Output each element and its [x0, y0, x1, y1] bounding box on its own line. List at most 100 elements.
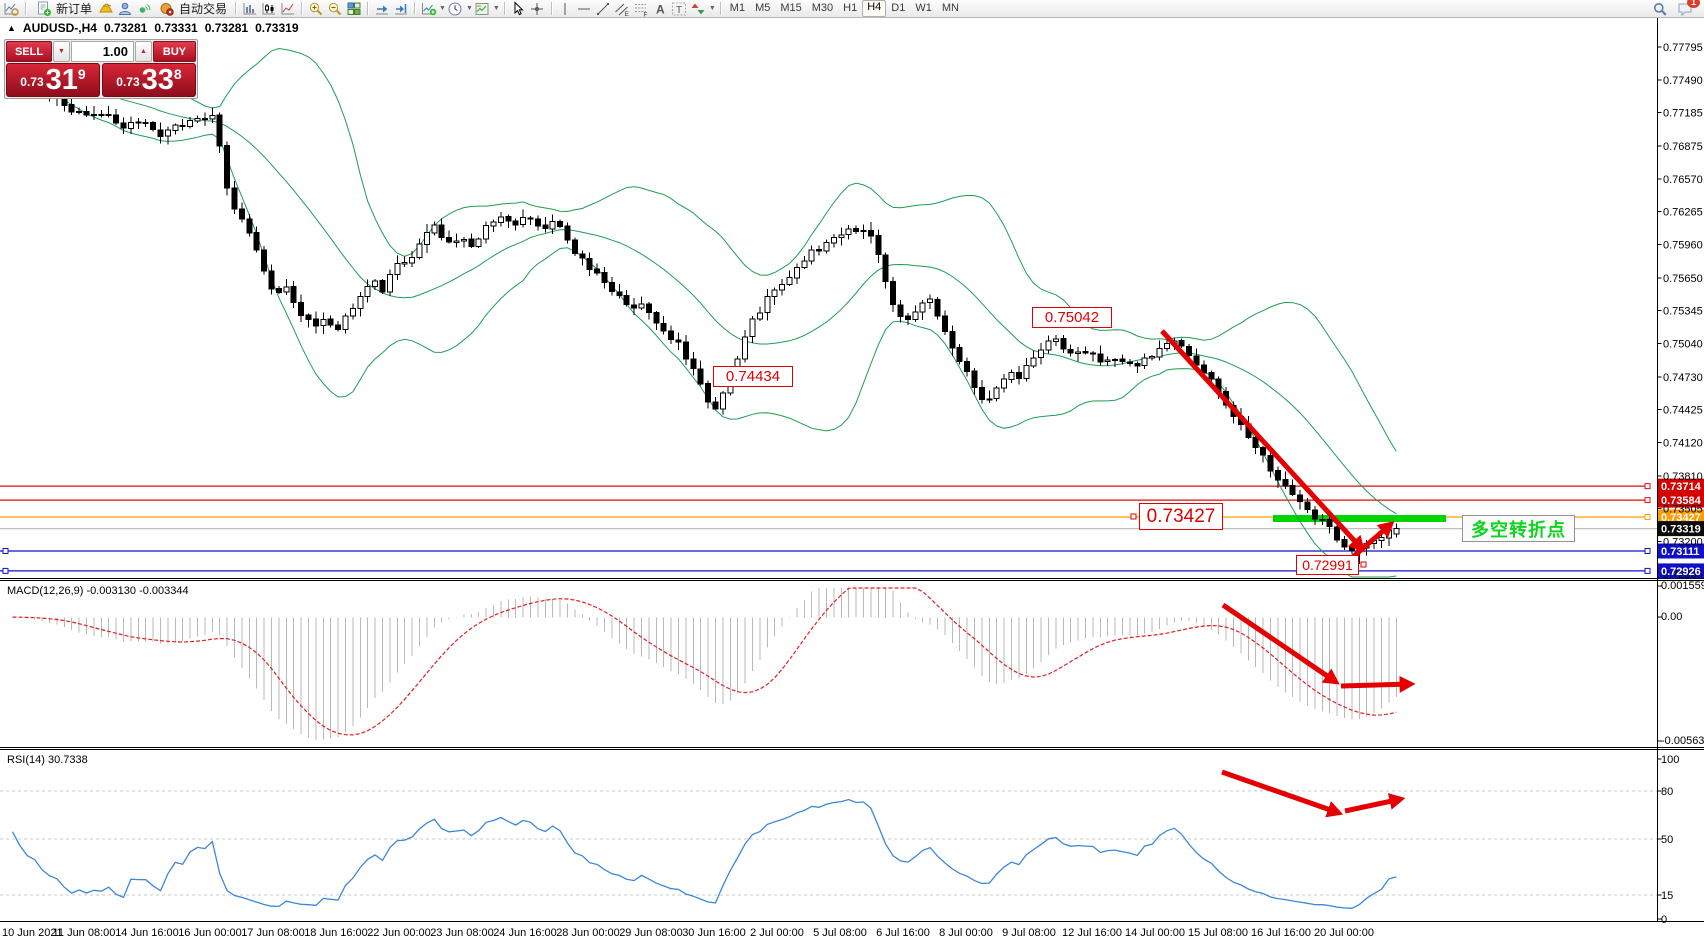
chart-shift-icon[interactable] [391, 0, 410, 17]
crosshair-icon[interactable] [528, 0, 547, 17]
line-handle[interactable] [1644, 513, 1651, 520]
sell-price-display[interactable]: 0.73 31 9 [6, 63, 100, 97]
trend-arrow-1[interactable] [1160, 329, 1366, 553]
autotrade-button[interactable]: 自动交易 [153, 0, 231, 17]
timeframe-d1[interactable]: D1 [891, 2, 906, 14]
line-handle[interactable] [1644, 483, 1651, 490]
line-chart-icon[interactable] [278, 0, 297, 17]
macd-label: MACD(12,26,9) -0.003130 -0.003344 [7, 585, 189, 597]
signal-icon[interactable] [134, 0, 153, 17]
volume-increase-button[interactable]: ▲ [135, 41, 152, 62]
svg-text:9 Jul 08:00: 9 Jul 08:00 [1002, 927, 1056, 939]
line-handle[interactable] [1644, 547, 1651, 554]
toolbar-right: 1 [1650, 0, 1702, 17]
zoom-out-icon[interactable] [325, 0, 344, 17]
candlestick-chart-icon[interactable] [259, 0, 278, 17]
arrows-icon[interactable] [689, 0, 708, 17]
periods-icon-dropdown-arrow[interactable]: ▼ [465, 5, 473, 12]
text-label-icon[interactable]: T [670, 0, 689, 17]
search-icon[interactable] [1650, 0, 1669, 17]
cursor-icon[interactable] [509, 0, 528, 17]
chat-icon[interactable]: 1 [1675, 0, 1700, 17]
templates-icon-dropdown-arrow[interactable]: ▼ [492, 5, 500, 12]
candlestick-series[interactable] [9, 72, 1400, 564]
chart-edit-icon[interactable] [2, 0, 21, 17]
line-handle[interactable] [1644, 497, 1651, 504]
auto-scroll-icon[interactable] [372, 0, 391, 17]
timeframe-m15[interactable]: M15 [780, 2, 802, 14]
volume-decrease-button[interactable]: ▼ [53, 41, 70, 62]
buy-price-pip: 8 [173, 66, 182, 82]
bear-candles [9, 78, 1355, 551]
price-label-075042[interactable]: 0.75042 [1032, 307, 1112, 328]
trendline-icon[interactable] [594, 0, 613, 17]
autotrade-button-label: 自动交易 [179, 2, 228, 16]
trend-arrow-4[interactable] [1340, 675, 1416, 693]
timeframe-m30[interactable]: M30 [811, 2, 834, 14]
svg-text:17 Jun 08:00: 17 Jun 08:00 [241, 927, 305, 939]
equidistant-channel-icon[interactable]: E [613, 0, 632, 17]
timeframe-m5[interactable]: M5 [755, 2, 771, 14]
timeframe-h4[interactable]: H4 [862, 0, 887, 17]
bar-chart-icon[interactable] [240, 0, 259, 17]
fibonacci-icon[interactable]: F [632, 0, 651, 17]
svg-text:0.72895: 0.72895 [1663, 569, 1703, 581]
bollinger-upper [12, 47, 1397, 452]
svg-text:0.77185: 0.77185 [1663, 108, 1703, 120]
new-order-button[interactable]: 新订单 [30, 0, 96, 17]
buy-button[interactable]: BUY [153, 41, 196, 62]
text-icon[interactable]: A [651, 0, 670, 17]
svg-text:16 Jun 00:00: 16 Jun 00:00 [178, 927, 242, 939]
timeframe-mn[interactable]: MN [941, 2, 959, 14]
svg-text:16 Jul 16:00: 16 Jul 16:00 [1251, 927, 1311, 939]
indicators-icon-dropdown-arrow[interactable]: ▼ [439, 5, 446, 12]
price-badge-0.73714 [1658, 478, 1704, 494]
label-anchor [1360, 561, 1367, 568]
line-handle[interactable] [1644, 567, 1651, 574]
zoom-in-icon[interactable] [306, 0, 325, 17]
svg-text:0.73319: 0.73319 [1661, 524, 1701, 536]
timeframe-w1[interactable]: W1 [915, 2, 932, 14]
collapse-arrow-icon[interactable]: ▲ [7, 23, 16, 33]
price-label-072991[interactable]: 0.72991 [1296, 555, 1359, 575]
svg-text:50: 50 [1661, 834, 1673, 846]
svg-text:12 Jul 16:00: 12 Jul 16:00 [1062, 927, 1122, 939]
trend-arrow-6[interactable] [1344, 793, 1406, 814]
trend-arrow-3[interactable] [1221, 602, 1340, 685]
quote-close: 0.73319 [255, 21, 299, 35]
rsi-label: RSI(14) 30.7338 [7, 754, 88, 766]
timeframe-m1[interactable]: M1 [729, 2, 746, 14]
gold-ingot-icon[interactable] [96, 0, 115, 17]
periods-icon[interactable] [446, 0, 465, 17]
horizontal-line-icon[interactable] [575, 0, 594, 17]
tile-windows-icon[interactable] [344, 0, 363, 17]
trend-arrow-5[interactable] [1221, 769, 1344, 818]
toolbar-separator [503, 2, 505, 15]
templates-icon[interactable] [473, 0, 492, 17]
price-badge-0.73427 [1658, 509, 1704, 525]
line-handle[interactable] [2, 547, 9, 554]
toolbar-separator [550, 2, 552, 15]
profile-icon[interactable] [115, 0, 134, 17]
toolbar: 新订单 自动交易 ▼ ▼ ▼ E F A T ▼ M1 M5 M15 M30 H1 H4 D1 W1 MN 1 [0, 0, 1704, 18]
new-order-icon [34, 0, 53, 17]
arrows-icon-dropdown-arrow[interactable]: ▼ [708, 5, 716, 12]
vertical-line-icon[interactable] [556, 0, 575, 17]
svg-text:30 Jun 16:00: 30 Jun 16:00 [682, 927, 746, 939]
price-label-073427[interactable]: 0.73427 [1139, 503, 1223, 530]
support-zone-bar[interactable] [1273, 515, 1446, 522]
svg-text:29 Jun 08:00: 29 Jun 08:00 [619, 927, 683, 939]
volume-input[interactable]: 1.00 [71, 41, 134, 62]
new-order-button-label: 新订单 [56, 2, 93, 16]
buy-price-display[interactable]: 0.73 33 8 [102, 63, 196, 97]
price-label-074434[interactable]: 0.74434 [713, 366, 793, 387]
notification-badge: 1 [1687, 0, 1700, 8]
line-handle[interactable] [2, 567, 9, 574]
svg-text:0.72926: 0.72926 [1661, 566, 1701, 578]
sell-button[interactable]: SELL [6, 41, 52, 62]
indicators-icon[interactable] [419, 0, 438, 17]
annotation-turning-point[interactable]: 多空转折点 [1462, 515, 1575, 542]
timeframe-h1[interactable]: H1 [843, 2, 858, 14]
